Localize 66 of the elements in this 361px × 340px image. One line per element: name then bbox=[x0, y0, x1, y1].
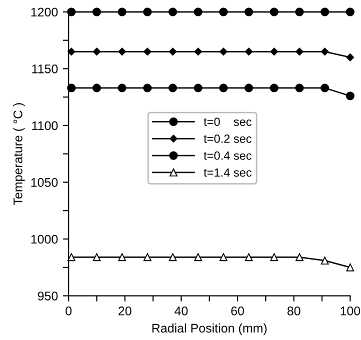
point bbox=[220, 48, 228, 56]
legend-label: t=0.4 sec bbox=[204, 151, 252, 160]
point bbox=[194, 48, 202, 56]
point bbox=[244, 8, 254, 16]
point bbox=[143, 8, 152, 16]
point bbox=[168, 8, 178, 16]
point bbox=[92, 253, 101, 262]
point bbox=[194, 84, 202, 92]
point bbox=[219, 8, 228, 16]
point bbox=[92, 84, 102, 92]
point bbox=[194, 253, 202, 262]
point bbox=[67, 253, 76, 262]
legend-label: t=0.2 sec bbox=[204, 134, 252, 143]
point bbox=[296, 253, 304, 262]
x-tick-label: 40 bbox=[174, 306, 188, 316]
point bbox=[67, 48, 76, 56]
point bbox=[346, 92, 354, 100]
point bbox=[244, 253, 253, 262]
point bbox=[270, 84, 278, 92]
legend-label: t=0 sec bbox=[204, 118, 252, 126]
point bbox=[144, 48, 152, 56]
point bbox=[295, 8, 304, 16]
point bbox=[244, 84, 254, 92]
point bbox=[67, 84, 76, 92]
y-tick-label: 1200 bbox=[31, 8, 58, 17]
point bbox=[143, 253, 152, 262]
point bbox=[320, 8, 330, 16]
point bbox=[346, 53, 354, 62]
point bbox=[244, 48, 253, 56]
point bbox=[118, 84, 126, 92]
point bbox=[220, 253, 228, 262]
point bbox=[219, 84, 228, 92]
x-tick-label: 60 bbox=[231, 306, 244, 316]
x-tick-label: 80 bbox=[287, 306, 300, 316]
x-tick-label: 100 bbox=[340, 306, 360, 316]
x-axis-title: Radial Position (mm) bbox=[152, 323, 267, 336]
point bbox=[118, 8, 126, 16]
point bbox=[168, 253, 177, 262]
point bbox=[92, 8, 102, 16]
point bbox=[118, 253, 126, 262]
point bbox=[320, 84, 330, 92]
point bbox=[295, 84, 304, 92]
point bbox=[320, 48, 329, 56]
point bbox=[270, 8, 278, 16]
y-tick-label: 1150 bbox=[32, 64, 58, 74]
point bbox=[270, 48, 278, 56]
point bbox=[168, 84, 178, 92]
point bbox=[346, 263, 354, 272]
point bbox=[67, 8, 76, 16]
point bbox=[194, 8, 202, 16]
point bbox=[143, 84, 152, 92]
point bbox=[118, 48, 126, 56]
y-tick-label: 1050 bbox=[31, 178, 58, 187]
y-tick-label: 950 bbox=[38, 292, 58, 300]
x-tick-label: 20 bbox=[118, 306, 132, 316]
y-tick-label: 1100 bbox=[32, 121, 58, 130]
x-tick-label: 0 bbox=[66, 306, 72, 316]
point bbox=[92, 48, 101, 56]
y-tick-label: 1000 bbox=[31, 234, 58, 244]
point bbox=[168, 48, 177, 56]
point bbox=[346, 8, 354, 16]
point bbox=[270, 253, 278, 262]
legend-label: t=1.4 sec bbox=[204, 168, 252, 177]
y-axis-title: Temperature ( °C ) bbox=[13, 103, 25, 206]
point bbox=[320, 256, 329, 265]
point bbox=[296, 48, 304, 56]
